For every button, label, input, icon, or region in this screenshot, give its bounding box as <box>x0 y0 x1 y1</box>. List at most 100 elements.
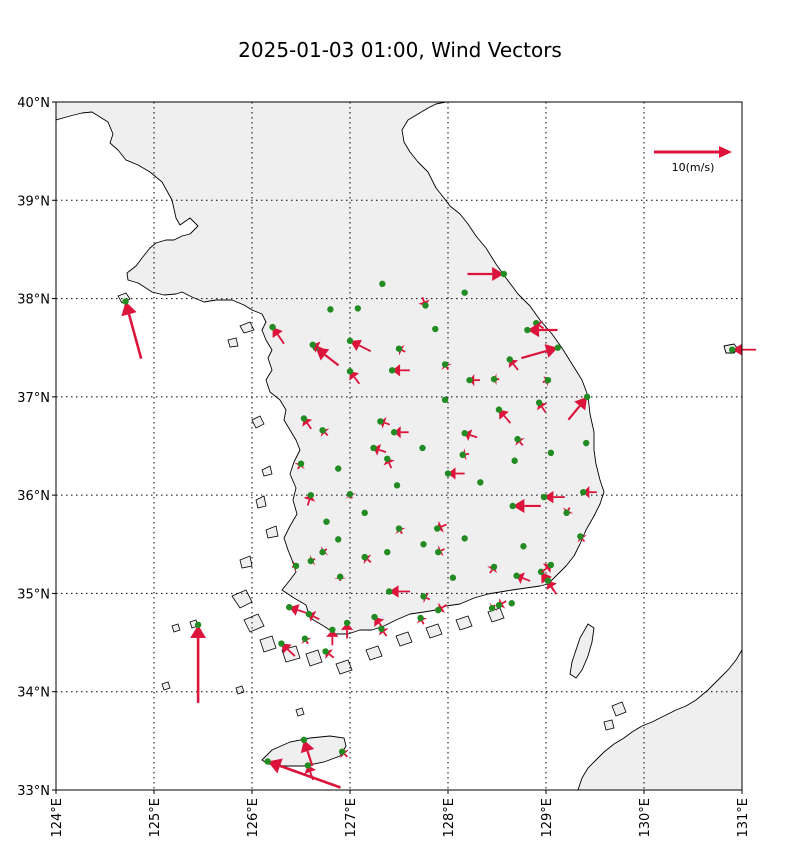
wind-arrow-shaft <box>399 530 403 535</box>
x-tick-label: 125°E <box>148 798 163 838</box>
station-marker <box>386 588 393 595</box>
wind-arrow-shaft <box>305 640 309 645</box>
wind-arrow-shaft <box>445 366 449 371</box>
wind-arrow-shaft <box>297 465 301 470</box>
wind-arrow-shaft <box>421 296 425 303</box>
station-marker <box>461 430 468 437</box>
wind-arrow-head <box>380 416 387 429</box>
wind-arrow-shaft <box>469 434 478 439</box>
station-marker <box>278 640 285 647</box>
station-marker <box>337 573 344 580</box>
station-marker <box>346 490 354 498</box>
station-marker <box>547 449 555 457</box>
station-marker <box>490 375 498 383</box>
station-marker <box>583 393 591 401</box>
station-marker <box>370 444 377 452</box>
wind-arrow-head <box>512 498 525 513</box>
wind-arrow-shaft <box>441 523 447 528</box>
wind-arrow-shaft <box>276 334 285 345</box>
station-marker <box>466 376 473 384</box>
station-marker <box>420 541 427 548</box>
wind-arrow-shaft <box>306 750 314 767</box>
wind-arrow-head <box>340 622 354 630</box>
wind-arrow-head <box>544 490 554 504</box>
wind-arrow-head <box>303 495 316 502</box>
station-marker <box>307 557 314 565</box>
station-marker <box>547 561 555 569</box>
wind-arrow-shaft <box>501 600 507 605</box>
station-marker <box>508 600 515 607</box>
station-marker <box>434 525 441 532</box>
wind-arrow-shaft <box>324 431 329 437</box>
station-marker <box>461 289 468 296</box>
wind-arrow-head <box>492 266 504 282</box>
station-marker <box>371 613 378 621</box>
wind-arrow-head <box>373 443 382 456</box>
y-tick-label: 36°N <box>17 489 50 504</box>
station-marker <box>435 548 442 556</box>
station-marker <box>513 572 520 579</box>
reference-arrow-head <box>719 146 732 158</box>
wind-arrow-head <box>498 409 509 420</box>
station-marker <box>335 465 342 472</box>
station-marker <box>335 536 342 543</box>
x-tick-label: 130°E <box>638 798 653 838</box>
x-tick-label: 129°E <box>540 798 555 838</box>
wind-arrow-shaft <box>343 753 348 758</box>
x-tick-label: 128°E <box>442 798 457 838</box>
wind-arrow-shaft <box>465 452 470 456</box>
station-marker <box>535 399 543 406</box>
land-layer <box>56 102 742 790</box>
wind-arrow-head <box>272 327 283 339</box>
station-marker <box>338 748 346 755</box>
station-marker <box>264 758 271 765</box>
wind-arrow-shaft <box>378 448 387 453</box>
wind-arrow-shaft <box>540 567 548 573</box>
station-marker <box>511 457 518 464</box>
wind-arrow-shaft <box>306 499 311 506</box>
station-marker <box>304 762 312 769</box>
station-marker <box>419 444 426 452</box>
wind-arrow-shaft <box>567 507 571 511</box>
wind-arrow-shaft <box>286 648 296 657</box>
station-marker <box>514 435 521 443</box>
station-marker <box>378 625 385 633</box>
wind-arrow-head <box>418 299 430 306</box>
wind-arrow-head <box>281 643 292 654</box>
wind-arrow-shaft <box>279 764 341 789</box>
x-tick-label: 131°E <box>736 798 751 838</box>
station-marker <box>477 479 484 486</box>
reference-label: 10(m/s) <box>672 161 715 174</box>
station-marker <box>582 439 590 447</box>
wind-vectors <box>121 266 757 789</box>
x-tick-label: 127°E <box>344 798 359 838</box>
station-marker <box>307 491 314 499</box>
station-marker <box>300 415 308 422</box>
wind-arrow-head <box>441 363 452 370</box>
wind-arrow-head <box>732 343 743 356</box>
wind-arrow-shaft <box>388 462 393 469</box>
y-tick-label: 34°N <box>17 686 50 701</box>
station-marker <box>346 368 354 375</box>
station-marker <box>379 280 386 288</box>
wind-arrow-head <box>121 301 137 317</box>
wind-arrow-head <box>315 347 330 361</box>
y-tick-label: 40°N <box>17 96 50 111</box>
y-tick-label: 35°N <box>17 587 50 602</box>
wind-arrow-shaft <box>384 421 391 426</box>
station-marker <box>435 606 442 614</box>
station-marker <box>544 376 552 384</box>
wind-arrow-head <box>464 429 473 441</box>
wind-arrow-shaft <box>421 620 425 625</box>
station-marker <box>388 367 396 374</box>
station-marker <box>554 344 561 351</box>
wind-arrow-head <box>574 396 588 411</box>
station-marker <box>319 548 326 556</box>
wind-arrow-shaft <box>353 376 361 385</box>
korean-peninsula <box>56 102 605 635</box>
wind-arrow-shaft <box>503 415 512 424</box>
station-marker <box>495 406 503 413</box>
wind-arrow-head <box>190 624 207 638</box>
station-marker <box>441 361 449 368</box>
